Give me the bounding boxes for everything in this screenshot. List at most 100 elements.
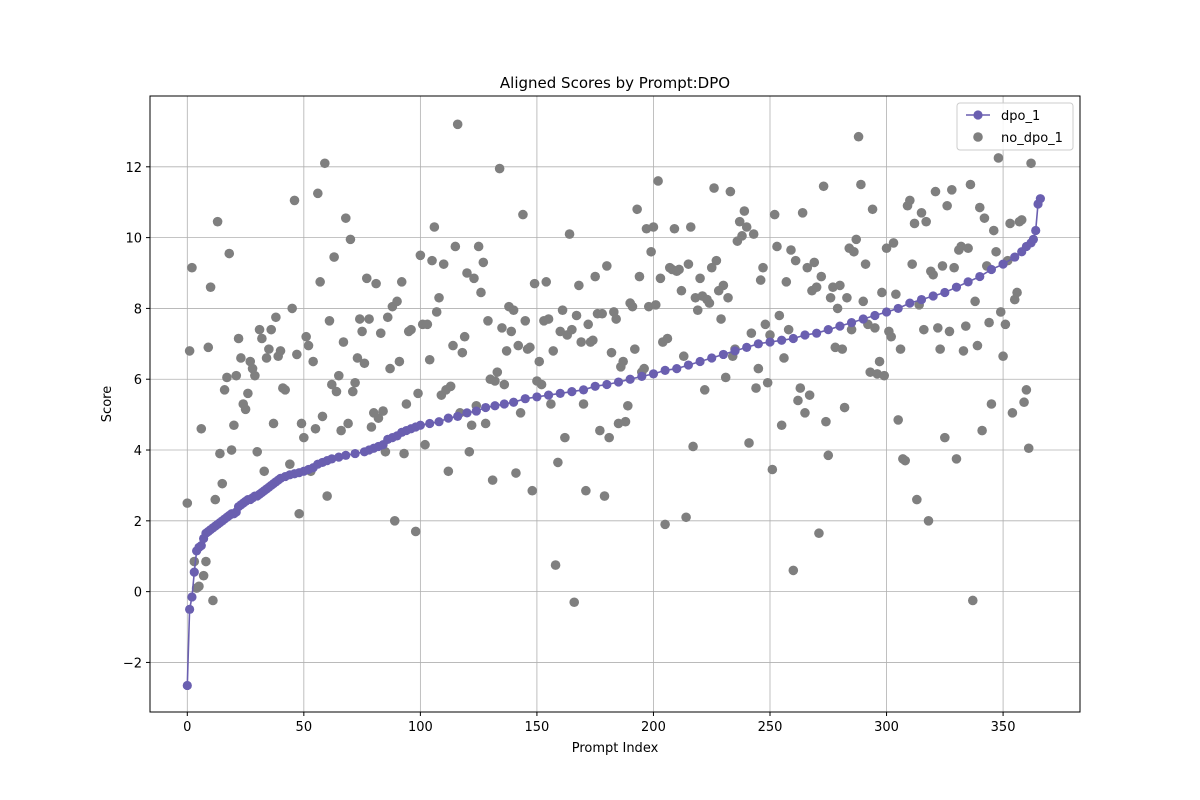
no-dpo-1-point bbox=[266, 324, 277, 335]
no-dpo-1-point bbox=[371, 278, 381, 289]
no-dpo-1-point bbox=[226, 445, 237, 455]
no-dpo-1-point bbox=[359, 358, 370, 369]
legend-dpo-1-marker bbox=[973, 110, 983, 120]
no-dpo-1-point bbox=[870, 323, 880, 333]
no-dpo-1-point bbox=[595, 425, 605, 436]
no-dpo-1-point bbox=[324, 316, 335, 326]
no-dpo-1-point bbox=[620, 416, 631, 427]
dpo-1-point bbox=[613, 377, 624, 387]
no-dpo-1-point bbox=[287, 303, 297, 314]
no-dpo-1-point bbox=[366, 422, 377, 432]
no-dpo-1-point bbox=[375, 328, 386, 338]
no-dpo-1-point bbox=[893, 415, 903, 425]
no-dpo-1-point bbox=[739, 206, 750, 216]
dpo-1-point bbox=[812, 328, 822, 338]
no-dpo-1-point bbox=[560, 432, 570, 443]
dpo-1-point bbox=[434, 417, 444, 427]
no-dpo-1-point bbox=[933, 323, 943, 333]
no-dpo-1-point bbox=[1012, 287, 1022, 298]
no-dpo-1-point bbox=[725, 186, 736, 197]
no-dpo-1-point bbox=[534, 356, 545, 367]
no-dpo-1-point bbox=[984, 317, 994, 328]
no-dpo-1-point bbox=[1019, 397, 1029, 408]
no-dpo-1-point bbox=[431, 307, 442, 317]
no-dpo-1-point bbox=[264, 344, 274, 354]
no-dpo-1-point bbox=[320, 158, 330, 169]
dpo-1-point bbox=[350, 448, 360, 459]
no-dpo-1-point bbox=[299, 432, 309, 443]
dpo-1-point bbox=[975, 271, 985, 282]
no-dpo-1-point bbox=[606, 347, 617, 358]
y-axis-label: Score bbox=[100, 386, 115, 422]
no-dpo-1-point bbox=[548, 346, 559, 356]
no-dpo-1-point bbox=[184, 346, 195, 356]
no-dpo-1-point bbox=[597, 308, 607, 319]
dpo-1-point bbox=[462, 408, 472, 418]
no-dpo-1-point bbox=[569, 597, 580, 608]
no-dpo-1-point bbox=[646, 246, 656, 257]
no-dpo-1-point bbox=[466, 420, 477, 431]
dpo-1-point bbox=[800, 330, 810, 340]
dpo-1-point bbox=[481, 402, 491, 413]
no-dpo-1-point bbox=[347, 386, 358, 397]
plot-frame bbox=[149, 95, 1081, 713]
dpo-1-point bbox=[341, 450, 351, 460]
dpo-1-point bbox=[520, 394, 530, 404]
dpo-1-point bbox=[742, 342, 752, 352]
no-dpo-1-point bbox=[1016, 215, 1027, 225]
dpo-1-point bbox=[916, 294, 927, 305]
no-dpo-1-point bbox=[422, 319, 433, 330]
no-dpo-1-point bbox=[205, 282, 216, 292]
dpo-1-point bbox=[543, 390, 554, 400]
dpo-1-point bbox=[683, 360, 694, 370]
no-dpo-1-point bbox=[513, 340, 524, 351]
y-tick-label: −2 bbox=[123, 656, 142, 671]
no-dpo-1-point bbox=[767, 464, 778, 475]
no-dpo-1-point bbox=[420, 439, 430, 450]
no-dpo-1-point bbox=[674, 264, 684, 275]
no-dpo-1-point bbox=[793, 395, 803, 406]
no-dpo-1-point bbox=[800, 408, 810, 418]
dpo-1-point bbox=[509, 397, 519, 407]
legend-no-dpo-1-marker bbox=[973, 132, 983, 142]
no-dpo-1-point bbox=[487, 475, 498, 485]
no-dpo-1-point bbox=[210, 494, 221, 505]
no-dpo-1-point bbox=[639, 363, 649, 374]
no-dpo-1-point bbox=[222, 372, 232, 383]
no-dpo-1-point bbox=[660, 519, 670, 530]
no-dpo-1-point bbox=[574, 280, 584, 291]
no-dpo-1-point bbox=[751, 383, 761, 393]
no-dpo-1-point bbox=[340, 213, 351, 223]
no-dpo-1-point bbox=[508, 305, 519, 315]
no-dpo-1-point bbox=[378, 406, 388, 416]
no-dpo-1-point bbox=[511, 468, 521, 478]
no-dpo-1-point bbox=[275, 346, 286, 356]
no-dpo-1-point bbox=[653, 176, 663, 186]
no-dpo-1-point bbox=[271, 312, 281, 323]
no-dpo-1-point bbox=[338, 337, 349, 347]
no-dpo-1-point bbox=[208, 595, 218, 606]
no-dpo-1-point bbox=[564, 229, 575, 239]
no-dpo-1-point bbox=[814, 528, 824, 539]
no-dpo-1-point bbox=[786, 245, 796, 255]
no-dpo-1-point bbox=[296, 418, 307, 429]
dpo-1-point bbox=[788, 333, 798, 344]
no-dpo-1-point bbox=[364, 314, 374, 324]
series-layer bbox=[182, 119, 1045, 691]
dpo-1-point bbox=[334, 452, 344, 462]
no-dpo-1-point bbox=[243, 388, 253, 399]
no-dpo-1-point bbox=[837, 344, 848, 354]
no-dpo-1-point bbox=[473, 241, 484, 252]
no-dpo-1-point bbox=[937, 261, 948, 271]
dpo-1-point bbox=[578, 385, 589, 395]
no-dpo-1-point bbox=[445, 381, 456, 392]
no-dpo-1-point bbox=[313, 188, 323, 199]
dpo-1-point bbox=[858, 314, 868, 324]
no-dpo-1-point bbox=[536, 379, 547, 390]
dpo-1-point bbox=[532, 392, 542, 402]
no-dpo-1-point bbox=[546, 399, 556, 409]
no-dpo-1-point bbox=[553, 457, 563, 468]
no-dpo-1-point bbox=[879, 370, 890, 381]
no-dpo-1-point bbox=[998, 351, 1008, 362]
no-dpo-1-point bbox=[630, 344, 640, 354]
